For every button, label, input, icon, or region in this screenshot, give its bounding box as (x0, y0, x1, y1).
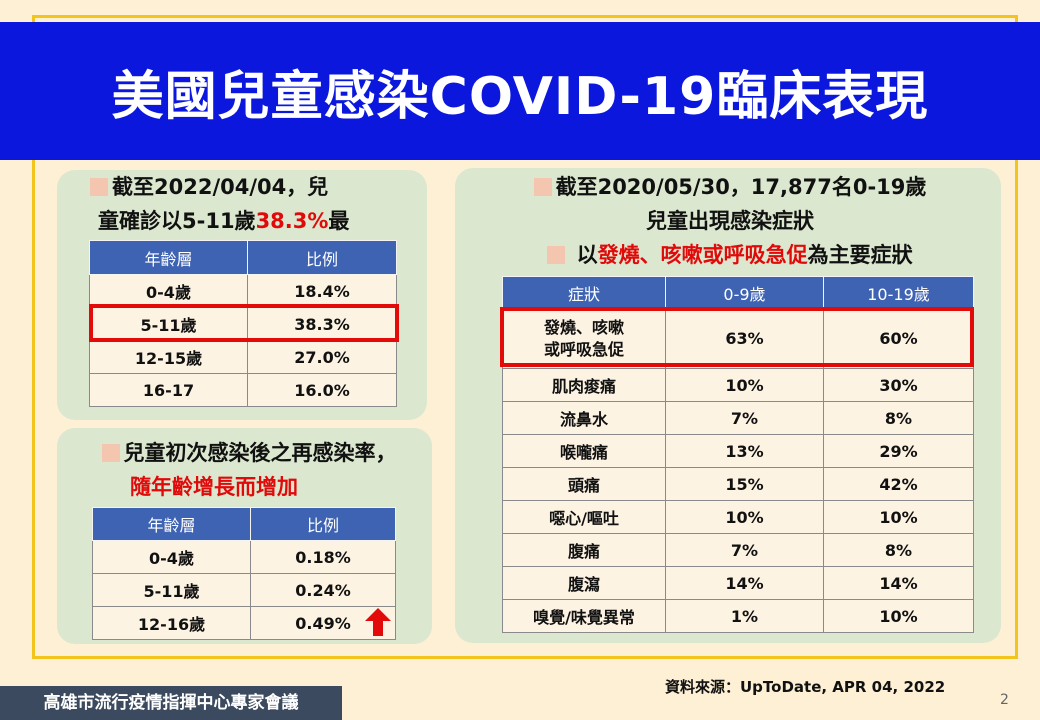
table-row: 流鼻水 7% 8% (502, 401, 974, 435)
table-cell: 1% (665, 599, 824, 633)
reinfection-table: 年齡層 比例 0-4歲 0.18% 5-11歲 0.24% 12-16歲 0.4… (92, 507, 396, 640)
table-cell: 發燒、咳嗽 或呼吸急促 (502, 308, 666, 369)
table-row: 頭痛 15% 42% (502, 467, 974, 501)
table-cell: 15% (665, 467, 824, 501)
table-cell: 27.0% (247, 340, 397, 374)
table-cell: 10% (665, 500, 824, 534)
panel1-line2-highlight: 38.3% (255, 209, 329, 233)
table-cell: 14% (665, 566, 824, 600)
table-row: 噁心/嘔吐 10% 10% (502, 500, 974, 534)
table-cell: 0-4歲 (92, 540, 251, 574)
slide-title: 美國兒童感染COVID-19臨床表現 (111, 66, 929, 127)
table-header: 10-19歲 (823, 276, 974, 309)
table-row: 12-16歲 0.49% (92, 606, 396, 640)
table-header: 症狀 (502, 276, 666, 309)
table-cell: 0.18% (250, 540, 396, 574)
table-cell: 42% (823, 467, 974, 501)
panel3-caption: 截至2020/05/30，17,877名0-19歲 兒童出現感染症狀 以發燒、咳… (470, 170, 990, 272)
panel1-line2-suffix: 最 (328, 209, 350, 233)
page-number: 2 (1000, 692, 1009, 708)
panel2-line2: 隨年齡增長而增加 (130, 475, 298, 499)
table-cell: 12-16歲 (92, 606, 251, 640)
table-cell: 38.3% (247, 307, 397, 341)
bullet-icon (101, 444, 120, 462)
bullet-icon (547, 246, 566, 264)
table-row: 0-4歲 0.18% (92, 540, 396, 574)
table-row: 腹瀉 14% 14% (502, 566, 974, 600)
table-header: 比例 (250, 507, 396, 541)
table-row: 肌肉痠痛 10% 30% (502, 368, 974, 402)
title-band: 美國兒童感染COVID-19臨床表現 (0, 22, 1040, 160)
up-arrow-icon (365, 608, 391, 636)
table-cell: 18.4% (247, 274, 397, 308)
table-cell: 10% (823, 599, 974, 633)
table-row: 16-17 16.0% (89, 373, 397, 407)
table-cell: 29% (823, 434, 974, 468)
table-cell: 噁心/嘔吐 (502, 500, 666, 534)
table-cell: 7% (665, 533, 824, 567)
table-cell: 12-15歲 (89, 340, 248, 374)
table-header: 0-9歲 (665, 276, 824, 309)
table-header: 年齡層 (89, 240, 248, 275)
symptoms-table: 症狀 0-9歲 10-19歲 發燒、咳嗽 或呼吸急促 63% 60% 肌肉痠痛 … (502, 276, 974, 633)
table-header: 年齡層 (92, 507, 251, 541)
table-row: 12-15歲 27.0% (89, 340, 397, 374)
table-cell: 10% (665, 368, 824, 402)
bullet-icon (90, 178, 108, 196)
table-row: 5-11歲 0.24% (92, 573, 396, 607)
age-distribution-table: 年齡層 比例 0-4歲 18.4% 5-11歲 38.3% 12-15歲 27.… (89, 240, 397, 407)
table-row: 0-4歲 18.4% (89, 274, 397, 308)
table-cell: 13% (665, 434, 824, 468)
highlight-box (89, 304, 399, 342)
table-row: 喉嚨痛 13% 29% (502, 434, 974, 468)
table-cell: 16.0% (247, 373, 397, 407)
panel3-line3-prefix: 以 (576, 243, 598, 267)
panel2-caption: 兒童初次感染後之再感染率， 隨年齡增長而增加 (66, 436, 432, 504)
table-cell: 0-4歲 (89, 274, 248, 308)
table-header: 比例 (247, 240, 397, 275)
panel1-caption: 截至2022/04/04，兒 童確診以5-11歲38.3%最 (90, 170, 420, 238)
panel1-line1: 截至2022/04/04，兒 (112, 175, 329, 199)
table-row: 嗅覺/味覺異常 1% 10% (502, 599, 974, 633)
panel3-line1: 截至2020/05/30，17,877名0-19歲 (555, 175, 927, 199)
panel3-line3-highlight: 發燒、咳嗽或呼吸急促 (597, 243, 808, 267)
table-cell: 0.24% (250, 573, 396, 607)
table-cell: 嗅覺/味覺異常 (502, 599, 666, 633)
table-row: 5-11歲 38.3% (89, 307, 397, 341)
table-cell: 8% (823, 533, 974, 567)
panel2-line1: 兒童初次感染後之再感染率， (123, 441, 397, 465)
table-row: 腹痛 7% 8% (502, 533, 974, 567)
table-cell: 8% (823, 401, 974, 435)
table-cell: 14% (823, 566, 974, 600)
table-cell: 7% (665, 401, 824, 435)
table-cell: 0.49% (250, 606, 396, 640)
table-cell: 30% (823, 368, 974, 402)
table-cell: 腹瀉 (502, 566, 666, 600)
table-cell: 肌肉痠痛 (502, 368, 666, 402)
table-cell: 頭痛 (502, 467, 666, 501)
table-cell: 16-17 (89, 373, 248, 407)
table-cell: 喉嚨痛 (502, 434, 666, 468)
table-cell: 10% (823, 500, 974, 534)
footer-label: 高雄市流行疫情指揮中心專家會議 (0, 686, 342, 720)
slide-frame (32, 15, 1018, 659)
highlight-box (500, 307, 974, 367)
table-cell: 流鼻水 (502, 401, 666, 435)
panel1-line2-prefix: 童確診以5-11歲 (98, 209, 256, 233)
panel3-line2: 兒童出現感染症狀 (646, 209, 814, 233)
table-cell: 腹痛 (502, 533, 666, 567)
source-citation: 資料來源：UpToDate, APR 04, 2022 (665, 678, 946, 696)
bullet-icon (533, 178, 552, 196)
table-cell: 5-11歲 (92, 573, 251, 607)
panel3-line3-suffix: 為主要症狀 (807, 243, 913, 267)
